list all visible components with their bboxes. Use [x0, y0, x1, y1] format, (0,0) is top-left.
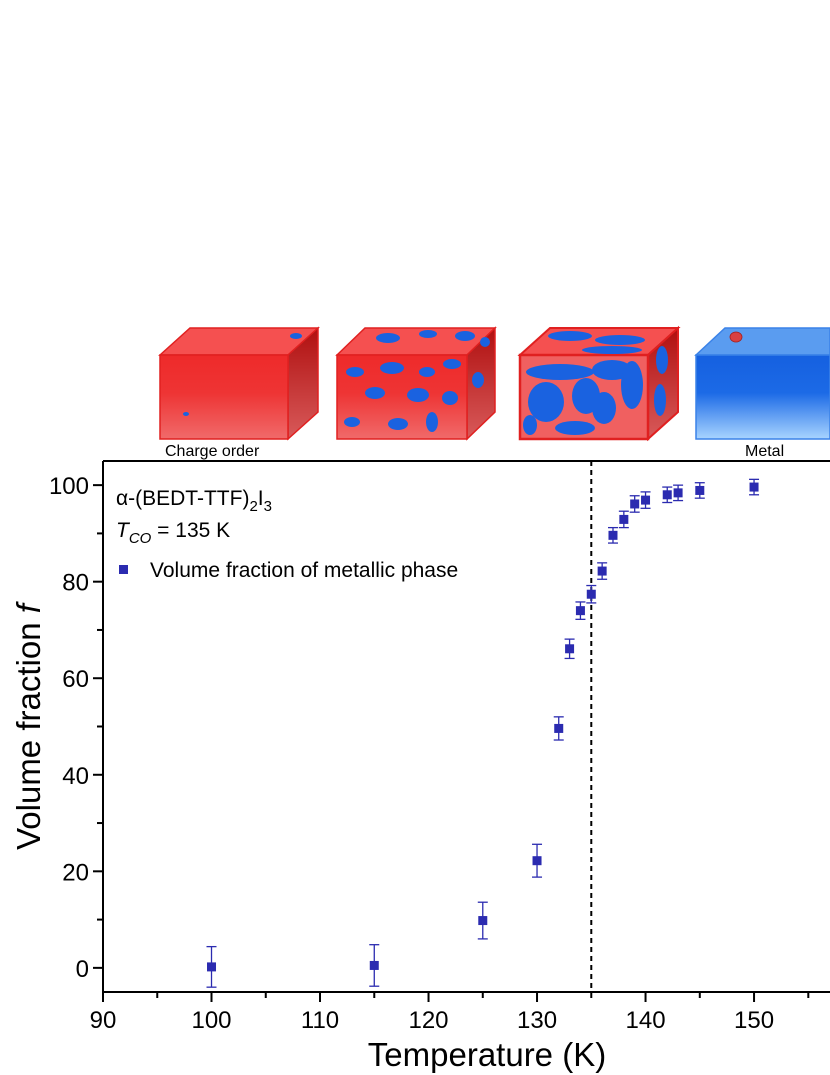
y-tick-label: 60: [62, 666, 89, 693]
y-tick-label: 100: [49, 473, 89, 500]
point-marker: [597, 566, 607, 576]
cube-mixed-low: [335, 326, 497, 441]
x-tick-label: 130: [517, 1007, 557, 1034]
point-marker: [608, 530, 618, 540]
point-marker: [369, 960, 379, 970]
data-point: [597, 562, 608, 580]
point-marker: [619, 514, 629, 524]
point-marker: [207, 962, 217, 972]
y-tick-label: 40: [62, 763, 89, 790]
y-ticks: 0 20 40 60 80 100: [49, 473, 103, 983]
data-point: [553, 716, 564, 741]
data-point: [575, 601, 586, 620]
data-point: [586, 584, 597, 604]
x-ticks: 90 100 110 120 130 140 150: [90, 992, 810, 1034]
point-marker: [478, 916, 488, 926]
point-marker: [554, 723, 564, 733]
point-marker: [673, 488, 683, 498]
x-tick-label: 150: [734, 1007, 774, 1034]
legend-label: Volume fraction of metallic phase: [150, 559, 458, 582]
compound-label: α-(BEDT-TTF)2I3: [116, 487, 272, 515]
data-point: [662, 486, 673, 504]
data-points: [206, 478, 760, 988]
data-point: [749, 478, 760, 496]
data-point: [640, 491, 651, 509]
data-point: [206, 945, 217, 988]
data-point: [564, 638, 575, 660]
point-marker: [532, 856, 542, 866]
point-marker: [630, 499, 640, 509]
cube-mixed-high: [517, 325, 681, 442]
x-tick-label: 120: [408, 1007, 448, 1034]
tco-label: TCO = 135 K: [116, 519, 230, 547]
cube-charge-order: [158, 326, 320, 441]
y-tick-label: 80: [62, 570, 89, 597]
x-tick-label: 90: [90, 1007, 117, 1034]
x-tick-label: 100: [191, 1007, 231, 1034]
phase-illustration: Charge order: [158, 325, 830, 460]
data-point: [477, 901, 488, 940]
point-marker: [749, 482, 759, 492]
charge-order-label: Charge order: [165, 443, 260, 460]
data-point: [369, 944, 380, 987]
data-point: [532, 843, 543, 878]
point-marker: [641, 495, 651, 505]
point-marker: [586, 589, 596, 599]
y-tick-label: 20: [62, 859, 89, 886]
data-point: [607, 526, 618, 544]
metal-label: Metal: [745, 443, 784, 460]
plot-area: 90 100 110 120 130 140 150 0 20 40 60 80 100 α-(BED…: [10, 460, 830, 1073]
x-axis-title: Temperature (K): [368, 1036, 606, 1073]
point-marker: [695, 485, 705, 495]
y-tick-label: 0: [76, 956, 89, 983]
point-marker: [662, 490, 672, 500]
y-axis-title: Volume fraction f: [10, 600, 47, 850]
legend-marker: [119, 565, 128, 574]
data-point: [673, 484, 684, 502]
x-tick-label: 110: [301, 1007, 339, 1034]
point-marker: [575, 606, 585, 616]
legend: Volume fraction of metallic phase: [119, 559, 458, 582]
data-point: [694, 482, 705, 499]
data-point: [618, 510, 629, 529]
cube-metal: [694, 327, 830, 440]
point-marker: [565, 644, 575, 654]
data-point: [629, 495, 640, 513]
x-tick-label: 140: [626, 1007, 666, 1034]
